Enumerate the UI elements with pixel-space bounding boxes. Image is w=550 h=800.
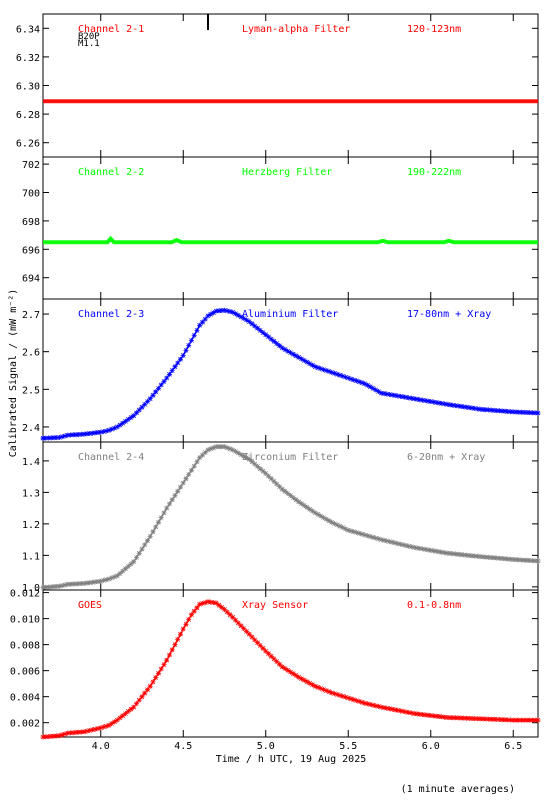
panel-frame <box>42 156 539 300</box>
channel-label: Channel 2-4 <box>78 452 144 463</box>
y-tick-label: 1.1 <box>22 551 40 562</box>
series-markers <box>40 307 541 441</box>
channel-label: Channel 2-2 <box>78 167 144 178</box>
flare-id-label: B20P <box>78 32 100 42</box>
panel-4: 1.0 1.1 1.2 1.3 1.4 Channel 2-4 Zirconium Filt… <box>22 441 541 594</box>
filter-label: Aluminium Filter <box>242 309 338 320</box>
series-markers <box>40 444 541 590</box>
y-tick-label: 0.008 <box>10 641 40 652</box>
band-label: 120-123nm <box>407 24 461 35</box>
chart-panels: 6.26 6.28 6.30 6.32 6.34 Channel 2-1 Lyman-alp… <box>10 13 541 740</box>
series-line <box>42 309 539 439</box>
y-tick-label: 700 <box>22 189 40 200</box>
x-axis: 4.0 4.5 5.0 5.5 6.0 6.5 <box>92 741 523 752</box>
panel-frame <box>42 13 539 158</box>
x-tick-label: 6.5 <box>504 741 522 752</box>
y-tick-label: 702 <box>22 160 40 171</box>
y-tick-label: 6.26 <box>16 139 40 150</box>
band-label: 17-80nm + Xray <box>407 309 491 320</box>
y-tick-label: 0.004 <box>10 693 40 704</box>
x-tick-label: 4.0 <box>92 741 110 752</box>
y-tick-label: 2.6 <box>22 348 40 359</box>
y-tick-label: 696 <box>22 245 40 256</box>
y-tick-label: 2.7 <box>22 310 40 321</box>
band-label: 190-222nm <box>407 167 461 178</box>
y-tick-label: 2.5 <box>22 385 40 396</box>
x-tick-label: 5.5 <box>339 741 357 752</box>
x-tick-label: 5.0 <box>257 741 275 752</box>
x-tick-label: 6.0 <box>422 741 440 752</box>
filter-label: Herzberg Filter <box>242 167 332 178</box>
panel-2: 694 696 698 700 702 Channel 2-2 Herzberg Filte… <box>22 156 539 300</box>
y-tick-label: 0.010 <box>10 615 40 626</box>
panel-frame <box>42 589 539 738</box>
channel-label: GOES <box>78 600 102 611</box>
y-tick-label: 0.002 <box>10 719 40 730</box>
y-axis-label: Calibrated Signal / (mW m⁻²) <box>8 289 19 458</box>
panel-1: 6.26 6.28 6.30 6.32 6.34 Channel 2-1 Lyman-alp… <box>16 13 539 158</box>
filter-label: Lyman-alpha Filter <box>242 24 350 35</box>
band-label: 0.1-0.8nm <box>407 600 461 611</box>
series-markers <box>43 235 538 245</box>
y-tick-label: 694 <box>22 274 40 285</box>
averaging-footnote: (1 minute averages) <box>401 784 515 795</box>
panel-frame <box>42 441 539 591</box>
flare-class-label: M1.1 <box>78 39 100 49</box>
x-tick-label: 4.5 <box>174 741 192 752</box>
y-tick-label: 0.012 <box>10 589 40 600</box>
panel-5: 0.002 0.004 0.006 0.008 0.010 0.012 GOES Xray S… <box>10 589 541 740</box>
panel-3: 2.4 2.5 2.6 2.7 Channel 2-3 Aluminium Filter 1… <box>22 298 541 443</box>
filter-label: Zirconium Filter <box>242 452 338 463</box>
y-tick-label: 1.3 <box>22 488 40 499</box>
y-tick-label: 698 <box>22 217 40 228</box>
y-tick-label: 6.28 <box>16 110 40 121</box>
band-label: 6-20nm + Xray <box>407 452 485 463</box>
y-tick-label: 1.4 <box>22 457 40 468</box>
y-tick-label: 2.4 <box>22 423 40 434</box>
y-tick-label: 6.34 <box>16 24 40 35</box>
filter-label: Xray Sensor <box>242 600 308 611</box>
panel-frame <box>42 298 539 443</box>
y-tick-label: 1.2 <box>22 520 40 531</box>
channel-label: Channel 2-3 <box>78 309 144 320</box>
x-axis-label: Time / h UTC, 19 Aug 2025 <box>216 754 367 765</box>
series-markers <box>40 599 541 740</box>
series-line <box>42 446 539 589</box>
channel-label: Channel 2-1 <box>78 24 144 35</box>
y-tick-label: 0.006 <box>10 667 40 678</box>
y-tick-label: 1.0 <box>22 583 40 594</box>
y-tick-label: 6.30 <box>16 82 40 93</box>
y-tick-label: 6.32 <box>16 53 40 64</box>
